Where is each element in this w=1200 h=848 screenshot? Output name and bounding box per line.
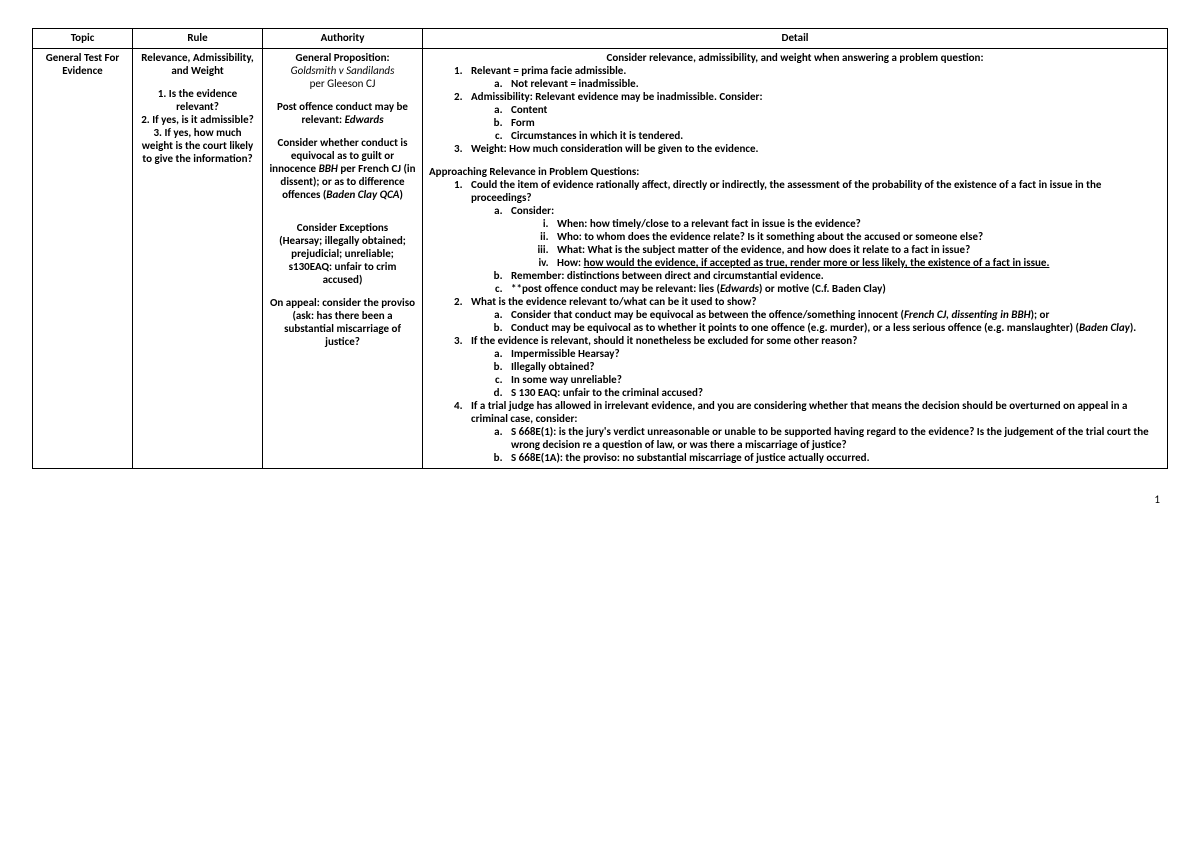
approach-4b: S 668E(1A): the proviso: no substantial … bbox=[505, 451, 1161, 464]
detail-p2: Admissibility: Relevant evidence may be … bbox=[465, 90, 1161, 142]
detail-p1: Relevant = prima facie admissible. Not r… bbox=[465, 64, 1161, 90]
approach-4a: S 668E(1): is the jury's verdict unreaso… bbox=[505, 425, 1161, 451]
approach-1a: Consider: When: how timely/close to a re… bbox=[505, 204, 1161, 269]
approach-1a-iii: What: What is the subject matter of the … bbox=[551, 243, 1161, 256]
detail-p2b: Form bbox=[505, 116, 1161, 129]
header-detail: Detail bbox=[423, 29, 1168, 49]
approach-4: If a trial judge has allowed in irreleva… bbox=[465, 399, 1161, 464]
approach-1a-iv: How: how would the evidence, if accepted… bbox=[551, 256, 1161, 269]
cell-authority: General Proposition: Goldsmith v Sandila… bbox=[263, 49, 423, 469]
header-authority: Authority bbox=[263, 29, 423, 49]
auth-gp-label: General Proposition: bbox=[269, 51, 416, 64]
detail-p2c: Circumstances in which it is tendered. bbox=[505, 129, 1161, 142]
rule-q2: 2. If yes, is it admissible? bbox=[139, 113, 256, 126]
approach-1: Could the item of evidence rationally af… bbox=[465, 178, 1161, 295]
approach-1a-i: When: how timely/close to a relevant fac… bbox=[551, 217, 1161, 230]
auth-gp-case: Goldsmith v Sandilands bbox=[269, 64, 416, 77]
auth-exc-body: (Hearsay; illegally obtained; prejudicia… bbox=[269, 234, 416, 286]
evidence-table: Topic Rule Authority Detail General Test… bbox=[32, 28, 1168, 469]
approach-3b: Illegally obtained? bbox=[505, 360, 1161, 373]
approach-1c: **post offence conduct may be relevant: … bbox=[505, 282, 1161, 295]
auth-exc-label: Consider Exceptions bbox=[269, 221, 416, 234]
approach-2b: Conduct may be equivocal as to whether i… bbox=[505, 321, 1161, 334]
rule-q3: 3. If yes, how much weight is the court … bbox=[139, 126, 256, 165]
auth-post: Post offence conduct may be relevant: Ed… bbox=[269, 100, 416, 126]
header-row: Topic Rule Authority Detail bbox=[33, 29, 1168, 49]
approach-3c: In some way unreliable? bbox=[505, 373, 1161, 386]
cell-rule: Relevance, Admissibility, and Weight 1. … bbox=[133, 49, 263, 469]
table-row: General Test For Evidence Relevance, Adm… bbox=[33, 49, 1168, 469]
approach-1b: Remember: distinctions between direct an… bbox=[505, 269, 1161, 282]
cell-topic: General Test For Evidence bbox=[33, 49, 133, 469]
approach-2a: Consider that conduct may be equivocal a… bbox=[505, 308, 1161, 321]
detail-intro: Consider relevance, admissibility, and w… bbox=[429, 51, 1161, 64]
approach-1a-ii: Who: to whom does the evidence relate? I… bbox=[551, 230, 1161, 243]
approach-3d: S 130 EAQ: unfair to the criminal accuse… bbox=[505, 386, 1161, 399]
rule-q1: 1. Is the evidence relevant? bbox=[139, 87, 256, 113]
approach-3: If the evidence is relevant, should it n… bbox=[465, 334, 1161, 399]
detail-top-list: Relevant = prima facie admissible. Not r… bbox=[465, 64, 1161, 155]
detail-p1a: Not relevant = inadmissible. bbox=[505, 77, 1161, 90]
page-number: 1 bbox=[32, 493, 1168, 506]
header-topic: Topic bbox=[33, 29, 133, 49]
cell-detail: Consider relevance, admissibility, and w… bbox=[423, 49, 1168, 469]
approach-header: Approaching Relevance in Problem Questio… bbox=[429, 165, 1161, 178]
header-rule: Rule bbox=[133, 29, 263, 49]
rule-heading: Relevance, Admissibility, and Weight bbox=[139, 51, 256, 77]
auth-appeal: On appeal: consider the proviso (ask: ha… bbox=[269, 296, 416, 348]
topic-text: General Test For Evidence bbox=[46, 51, 120, 77]
auth-equivocal: Consider whether conduct is equivocal as… bbox=[269, 136, 416, 201]
approach-list: Could the item of evidence rationally af… bbox=[465, 178, 1161, 464]
auth-gp-judge: per Gleeson CJ bbox=[269, 77, 416, 90]
approach-2: What is the evidence relevant to/what ca… bbox=[465, 295, 1161, 334]
approach-3a: Impermissible Hearsay? bbox=[505, 347, 1161, 360]
detail-p3: Weight: How much consideration will be g… bbox=[465, 142, 1161, 155]
detail-p2a: Content bbox=[505, 103, 1161, 116]
